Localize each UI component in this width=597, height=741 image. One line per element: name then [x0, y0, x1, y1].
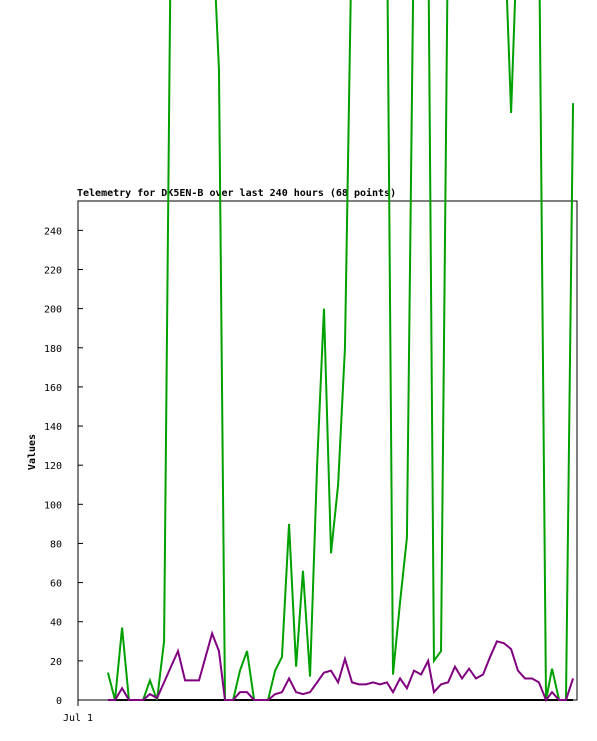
- series-line: [107, 630, 574, 702]
- chart-title: Telemetry for DK5EN-B over last 240 hour…: [77, 187, 396, 199]
- y-tick-label: 180: [44, 344, 62, 355]
- y-tick-label: 100: [44, 500, 62, 511]
- y-tick-label: 80: [50, 539, 62, 550]
- y-tick-label: 240: [44, 226, 62, 237]
- y-tick-label: 160: [44, 383, 62, 394]
- y-tick-label: 20: [50, 657, 62, 668]
- y-tick-label: 120: [44, 461, 62, 472]
- y-tick-label: 40: [50, 618, 62, 629]
- series-line: [106, 0, 575, 701]
- x-tick-label: Jul 1: [63, 713, 93, 724]
- y-tick-label: 140: [44, 422, 62, 433]
- y-axis-label: Values: [27, 434, 38, 470]
- y-tick-label: 0: [56, 696, 62, 707]
- y-tick-label: 200: [44, 305, 62, 316]
- y-tick-label: 60: [50, 579, 62, 590]
- y-tick-label: 220: [44, 265, 62, 276]
